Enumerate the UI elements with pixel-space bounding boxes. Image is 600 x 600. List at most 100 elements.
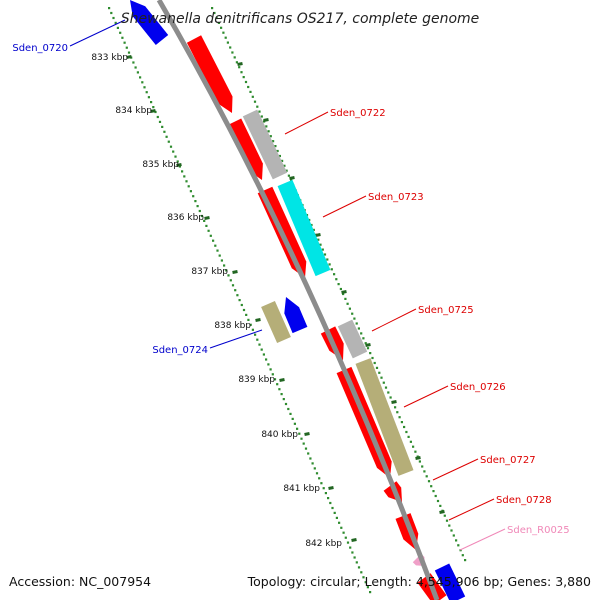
genome-backbone (156, 0, 440, 600)
labels-layer: 833 kbp 834 kbp 835 kbp 836 kbp 837 kbp 838 k… (12, 19, 570, 551)
minor-tick (256, 105, 259, 108)
minor-tick (238, 66, 241, 69)
minor-tick (464, 559, 467, 562)
minor-tick (136, 71, 139, 74)
minor-tick (328, 263, 331, 266)
minor-tick (412, 445, 415, 448)
minor-tick (371, 356, 374, 360)
minor-tick (198, 209, 201, 213)
minor-tick (335, 278, 338, 281)
gene-label[interactable]: Sden_0723 (368, 192, 424, 203)
minor-tick (236, 294, 239, 297)
minor-tick (351, 312, 354, 315)
gene-label[interactable]: Sden_0726 (450, 382, 506, 393)
minor-tick (320, 482, 323, 485)
minor-tick (233, 56, 236, 59)
gene-label[interactable]: Sden_0722 (330, 108, 386, 119)
minor-tick (240, 303, 243, 307)
minor-tick (407, 435, 410, 438)
minor-tick (213, 11, 216, 15)
minor-tick (348, 307, 351, 310)
minor-tick (366, 347, 370, 350)
minor-tick (269, 368, 272, 371)
minor-tick (254, 333, 257, 336)
minor-tick (217, 21, 220, 24)
major-tick (415, 456, 421, 460)
gene-label[interactable]: Sden_0727 (480, 455, 536, 466)
minor-tick (161, 125, 164, 128)
gene-arrow-blue (130, 0, 169, 45)
major-tick (365, 343, 371, 347)
minor-tick (231, 284, 235, 287)
gene-label[interactable]: Sden_R0025 (507, 525, 570, 536)
minor-tick (333, 511, 336, 514)
minor-tick (235, 61, 238, 64)
minor-tick (139, 76, 142, 79)
minor-tick (172, 150, 175, 153)
minor-tick (452, 534, 455, 537)
minor-tick (143, 86, 146, 89)
minor-tick (346, 302, 349, 305)
kbp-label: 842 kbp (305, 539, 342, 549)
major-tick (279, 378, 285, 382)
major-tick (328, 486, 334, 490)
gene-label[interactable]: Sden_0725 (418, 305, 474, 316)
gene-leader-line (322, 195, 367, 218)
minor-tick (280, 393, 283, 396)
minor-tick (360, 571, 363, 574)
minor-tick (203, 219, 206, 222)
major-tick (315, 233, 321, 237)
map-title: Shewanella denitrificans OS217, complete… (121, 11, 480, 27)
minor-tick (163, 130, 166, 133)
minor-tick (364, 342, 367, 345)
minor-tick (267, 363, 270, 366)
minor-tick (194, 200, 197, 203)
minor-tick (260, 115, 263, 118)
minor-tick (276, 383, 279, 386)
minor-tick (234, 289, 237, 292)
minor-tick (364, 581, 367, 584)
minor-tick (448, 524, 451, 527)
minor-tick (147, 96, 150, 99)
minor-tick (344, 297, 347, 300)
minor-tick (380, 376, 383, 379)
gene-label[interactable]: Sden_0720 (12, 43, 68, 54)
minor-tick (244, 80, 248, 84)
minor-tick (355, 322, 358, 325)
minor-tick (317, 238, 320, 241)
minor-tick (318, 477, 321, 480)
minor-tick (353, 556, 356, 559)
minor-tick (265, 125, 268, 128)
minor-tick (274, 145, 277, 148)
gene-block-blue (434, 563, 466, 600)
minor-tick (156, 115, 159, 119)
minor-tick (185, 180, 188, 183)
major-tick (176, 163, 182, 167)
minor-tick (293, 422, 296, 425)
minor-tick (216, 249, 219, 252)
gene-label[interactable]: Sden_0724 (152, 345, 208, 356)
minor-tick (445, 519, 449, 522)
minor-tick (224, 36, 227, 39)
minor-tick (189, 190, 192, 193)
minor-tick (344, 536, 347, 539)
minor-tick (207, 229, 210, 232)
minor-tick (287, 407, 290, 411)
minor-tick (396, 411, 399, 414)
minor-tick (276, 149, 279, 153)
major-tick (255, 318, 261, 322)
minor-tick (229, 46, 232, 49)
minor-tick (337, 283, 340, 286)
minor-tick (112, 16, 115, 20)
gene-block-olive (261, 301, 291, 343)
minor-tick (214, 244, 217, 247)
minor-tick (281, 159, 284, 162)
major-tick (232, 270, 238, 274)
minor-tick (245, 313, 248, 316)
minor-tick (302, 442, 305, 445)
minor-tick (283, 164, 286, 167)
gene-label[interactable]: Sden_0728 (496, 495, 552, 506)
major-tick (289, 176, 295, 180)
minor-tick (409, 440, 412, 443)
kbp-label: 834 kbp (115, 106, 152, 116)
